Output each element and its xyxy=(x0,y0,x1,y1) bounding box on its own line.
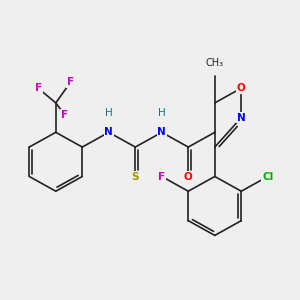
Text: Cl: Cl xyxy=(262,172,273,182)
Text: O: O xyxy=(237,83,246,93)
Text: N: N xyxy=(104,127,113,137)
Text: CH₃: CH₃ xyxy=(206,58,224,68)
Text: F: F xyxy=(61,110,68,120)
Text: F: F xyxy=(67,77,74,87)
Text: H: H xyxy=(105,108,113,118)
Text: O: O xyxy=(184,172,193,182)
Text: H: H xyxy=(158,108,166,118)
Text: N: N xyxy=(237,112,246,123)
Text: F: F xyxy=(158,172,165,182)
Text: F: F xyxy=(34,83,42,93)
Text: N: N xyxy=(158,127,166,137)
Text: S: S xyxy=(131,172,139,182)
